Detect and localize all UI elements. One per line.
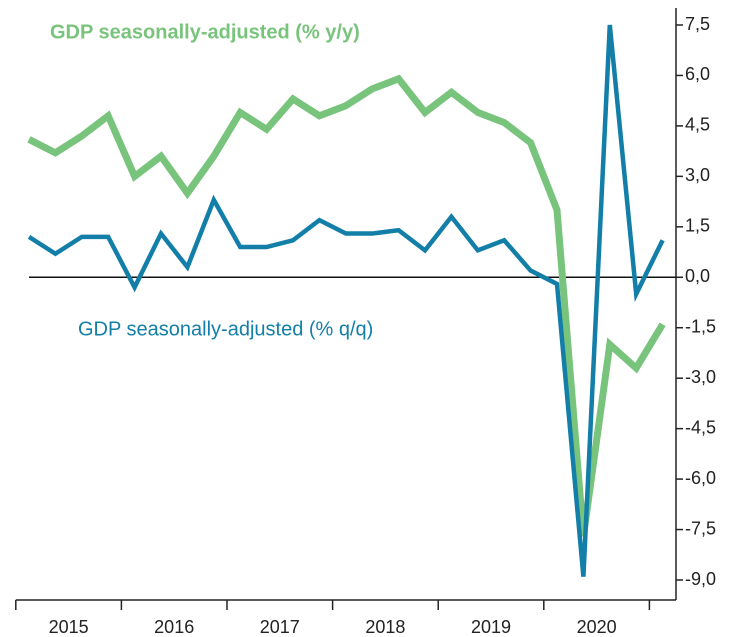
y-tick-label: 0,0 <box>685 266 710 286</box>
y-tick-label: 1,5 <box>685 216 710 236</box>
y-tick-label: 6,0 <box>685 64 710 84</box>
series-line <box>27 74 666 537</box>
y-tick-label: 7,5 <box>685 14 710 34</box>
y-tick-label: 4,5 <box>685 115 710 135</box>
y-tick-label: -1,5 <box>685 316 716 336</box>
y-tick-label: -3,0 <box>685 367 716 387</box>
y-tick-label: -7,5 <box>685 518 716 538</box>
series-label: GDP seasonally-adjusted (% q/q) <box>78 318 373 340</box>
y-tick-label: -4,5 <box>685 417 716 437</box>
y-tick-label: 3,0 <box>685 165 710 185</box>
x-tick-label: 2017 <box>260 617 300 637</box>
x-tick-label: 2018 <box>365 617 405 637</box>
series-label: GDP seasonally-adjusted (% y/y) <box>50 21 360 43</box>
y-tick-label: -9,0 <box>685 569 716 589</box>
x-tick-label: 2015 <box>49 617 89 637</box>
y-tick-label: -6,0 <box>685 468 716 488</box>
series-line <box>27 24 665 577</box>
x-tick-label: 2019 <box>471 617 511 637</box>
x-tick-label: 2020 <box>577 617 617 637</box>
x-tick-label: 2016 <box>154 617 194 637</box>
